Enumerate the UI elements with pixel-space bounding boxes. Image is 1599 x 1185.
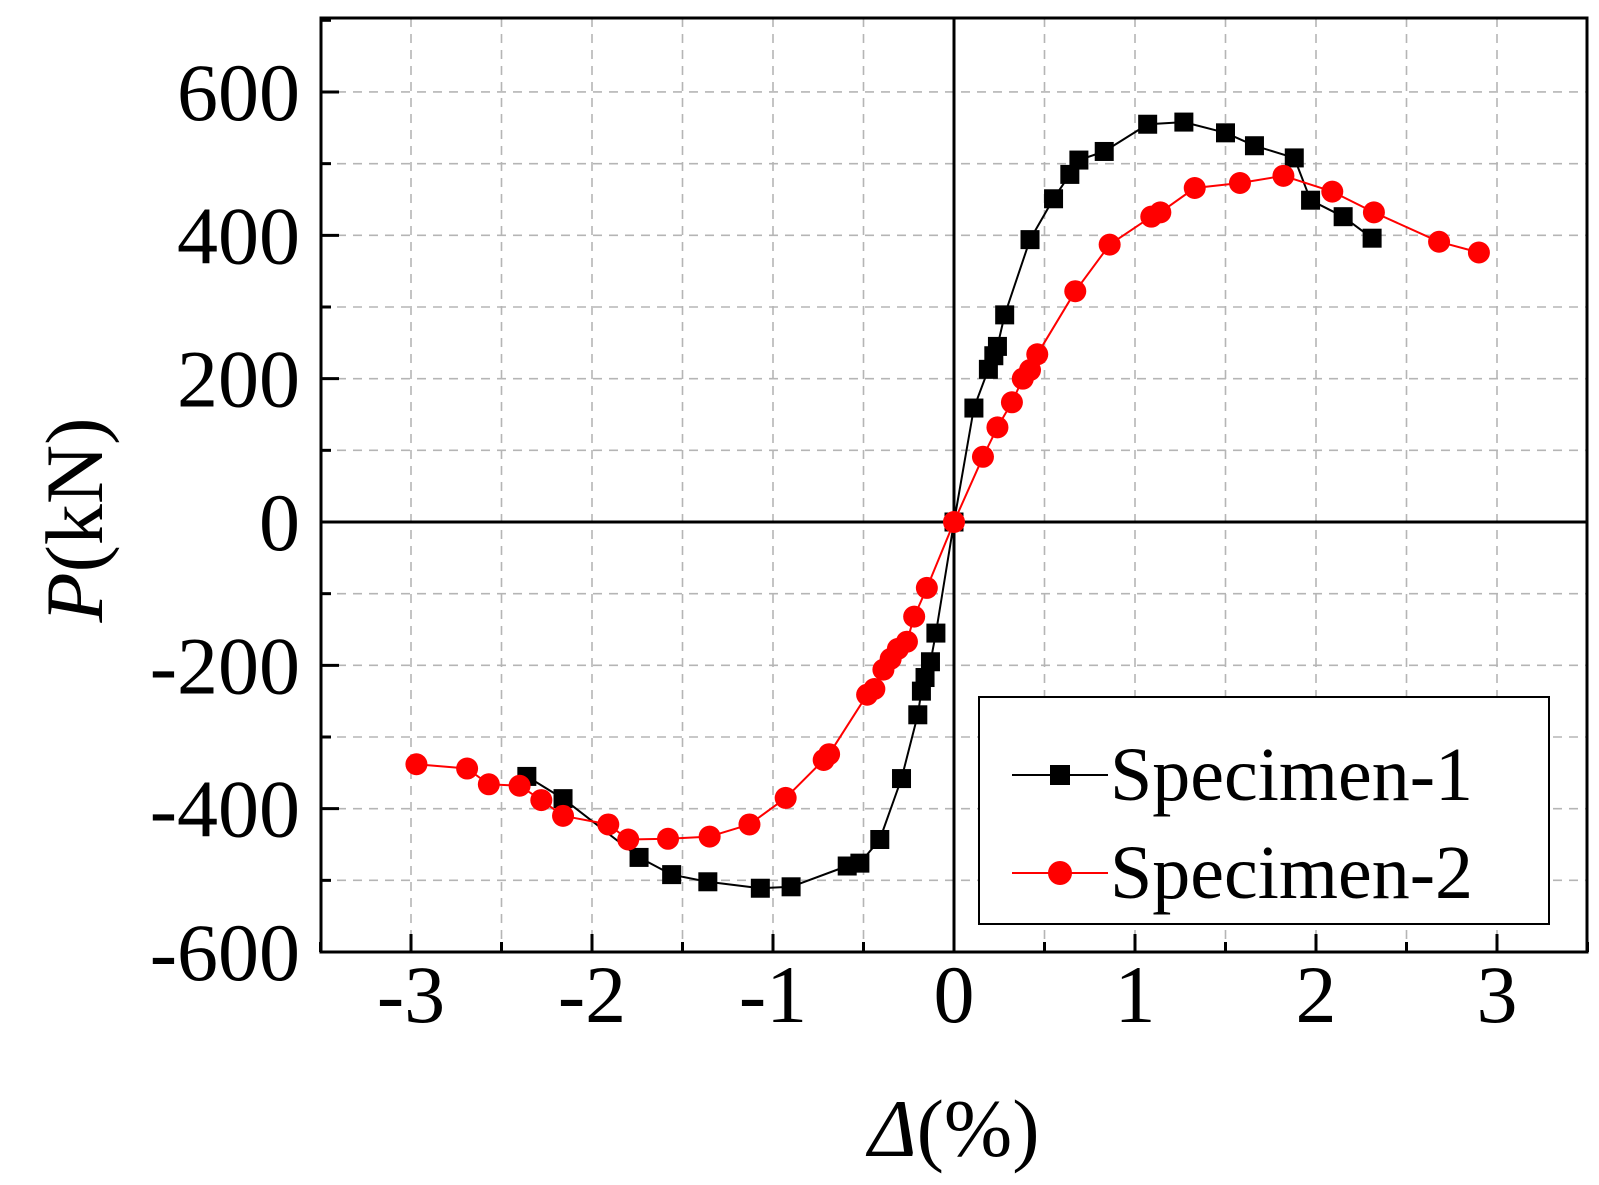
data-point-specimen-1 [1362,228,1382,248]
data-point-specimen-1 [926,623,946,643]
legend-box [978,696,1550,925]
data-point-specimen-2 [552,804,575,827]
data-point-specimen-2 [1098,233,1121,256]
x-tick-label: 2 [1296,949,1337,1040]
data-point-specimen-1 [987,336,1007,356]
data-point-specimen-2 [1228,172,1251,195]
data-point-specimen-1 [698,872,718,892]
data-point-specimen-2 [1026,343,1049,366]
data-point-specimen-2 [1467,241,1490,264]
data-point-specimen-1 [1138,114,1158,134]
data-point-specimen-2 [895,630,918,653]
data-point-specimen-1 [781,877,801,897]
data-point-specimen-2 [1321,180,1344,203]
data-point-specimen-1 [553,789,573,809]
data-point-specimen-1 [1069,150,1089,170]
y-axis-unit: (kN) [29,418,120,573]
data-point-specimen-2 [477,773,500,796]
legend-marker-specimen-1 [1050,765,1070,785]
x-tick-label: -1 [739,949,807,1040]
data-point-specimen-1 [1301,190,1321,210]
data-point-specimen-1 [1060,164,1080,184]
data-point-specimen-2 [1183,177,1206,200]
x-axis-symbol: Δ [865,1083,916,1174]
data-point-specimen-2 [1362,201,1385,224]
data-point-specimen-1 [908,705,928,725]
y-tick-label: 200 [177,334,300,425]
data-point-specimen-1 [1216,123,1235,143]
tick-labels: -3 -2 -1 0 1 2 3 -600 -400 -200 0 200 400 600 [150,47,1518,1040]
data-point-specimen-1 [995,305,1015,325]
y-axis-title: P(kN) [29,418,120,624]
data-point-specimen-2 [738,813,761,836]
axis-ticks [319,18,1589,954]
data-point-specimen-2 [971,445,994,468]
legend-marker-specimen-2 [1048,861,1072,885]
data-point-specimen-2 [774,786,797,809]
series-1 [517,112,1382,898]
data-point-specimen-2 [456,757,479,780]
data-point-specimen-2 [903,605,926,628]
data-point-specimen-1 [662,865,682,885]
y-tick-label: 600 [177,47,300,138]
x-tick-label: 1 [1115,949,1156,1040]
x-tick-label: 0 [934,949,975,1040]
data-point-specimen-1 [1244,136,1264,156]
data-point-specimen-2 [508,774,531,797]
data-point-specimen-1 [850,853,870,873]
data-point-specimen-1 [750,878,770,898]
data-point-specimen-1 [1044,189,1064,209]
x-axis-unit: (%) [917,1083,1040,1174]
legend: Specimen-1 Specimen-2 [978,696,1550,925]
y-tick-label: 400 [177,190,300,281]
y-tick-label: -600 [150,907,300,998]
data-point-specimen-2 [1064,280,1087,303]
data-point-specimen-2 [405,753,428,776]
data-point-specimen-1 [892,769,912,789]
data-point-specimen-2 [1000,391,1023,414]
data-point-specimen-2 [1149,201,1172,224]
data-point-specimen-2 [657,827,680,850]
x-axis-title: Δ(%) [865,1083,1039,1174]
data-point-specimen-1 [629,847,649,867]
data-point-specimen-1 [1020,230,1040,250]
legend-label-specimen-2: Specimen-2 [1110,831,1473,915]
data-point-specimen-2 [818,743,841,766]
data-point-specimen-1 [1284,148,1304,168]
data-point-specimen-1 [1174,112,1194,132]
data-point-specimen-2 [617,828,640,851]
data-point-specimen-2 [915,576,938,599]
data-point-specimen-2 [597,813,620,836]
y-tick-label: -200 [150,620,300,711]
x-tick-label: 3 [1477,949,1518,1040]
data-point-specimen-1 [1333,207,1353,227]
data-point-specimen-1 [920,652,940,672]
x-tick-label: -3 [377,949,445,1040]
y-tick-label: 0 [259,477,300,568]
data-point-specimen-2 [530,789,553,812]
data-point-specimen-2 [986,416,1009,439]
data-point-specimen-1 [964,398,984,418]
data-point-specimen-1 [1094,141,1114,161]
legend-label-specimen-1: Specimen-1 [1110,733,1473,817]
data-point-specimen-1 [870,829,890,849]
y-tick-label: -400 [150,764,300,855]
data-point-specimen-2 [863,677,886,700]
data-point-specimen-2 [943,511,965,533]
y-axis-symbol: P [29,572,120,623]
series-layer [405,112,1490,898]
data-point-specimen-2 [1272,164,1295,187]
data-point-specimen-2 [698,825,721,848]
data-point-specimen-1 [915,668,935,688]
series-line-2 [416,174,1480,841]
series-2 [405,164,1490,851]
data-point-specimen-2 [1428,230,1451,253]
x-tick-label: -2 [558,949,626,1040]
